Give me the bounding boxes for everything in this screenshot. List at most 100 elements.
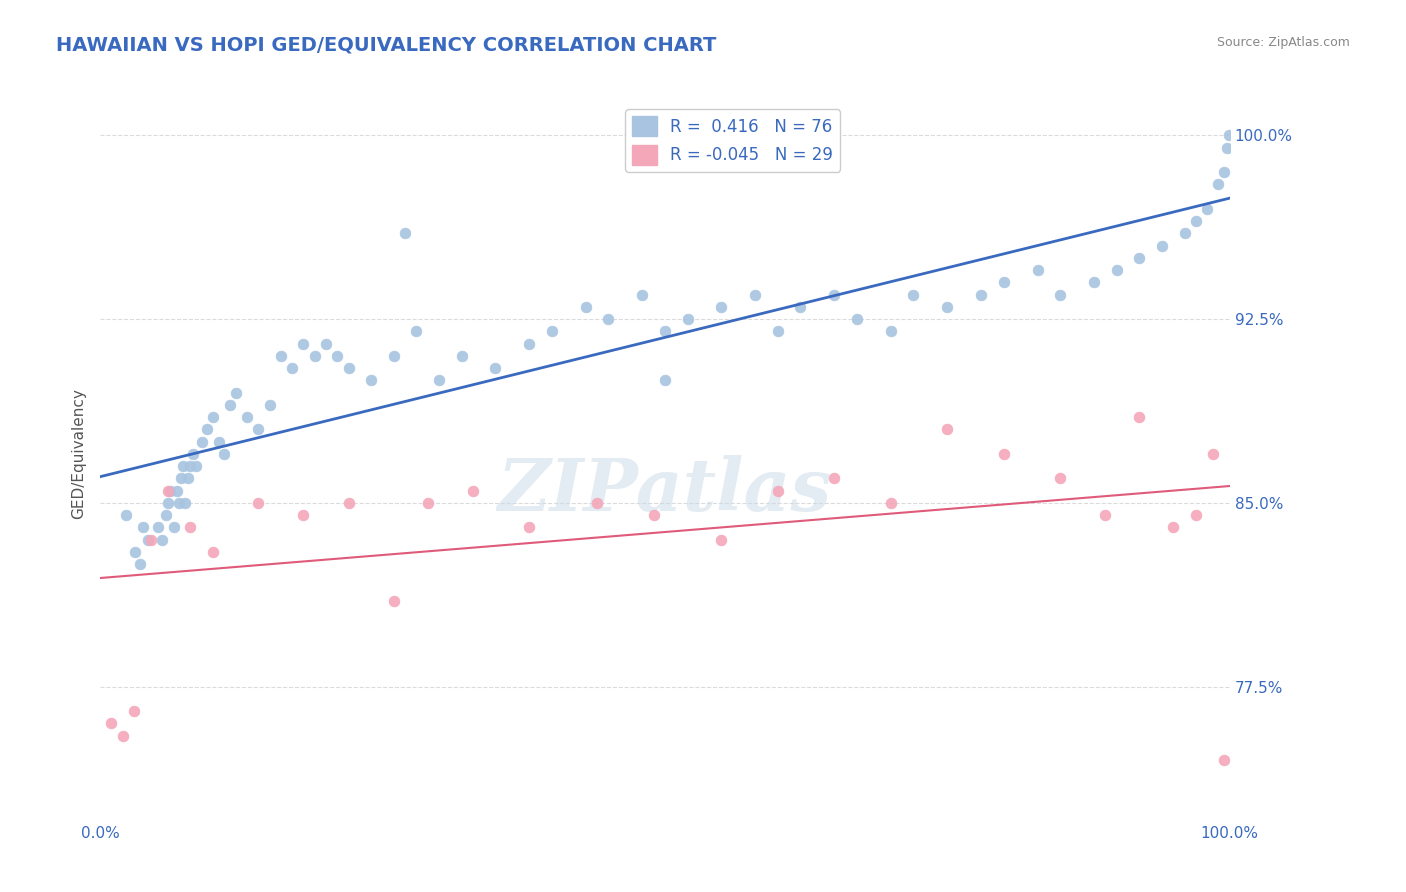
Point xyxy=(598,312,620,326)
Y-axis label: GED/Equivalency: GED/Equivalency xyxy=(72,389,86,519)
Point xyxy=(789,300,811,314)
Point xyxy=(1049,287,1071,301)
Point xyxy=(880,496,903,510)
Point xyxy=(416,496,439,510)
Point xyxy=(1185,214,1208,228)
Legend: R =  0.416   N = 76, R = -0.045   N = 29: R = 0.416 N = 76, R = -0.045 N = 29 xyxy=(626,110,839,172)
Point xyxy=(146,520,169,534)
Point xyxy=(219,398,242,412)
Point xyxy=(156,483,179,498)
Point xyxy=(405,325,427,339)
Point xyxy=(1150,238,1173,252)
Point xyxy=(177,471,200,485)
Point xyxy=(281,361,304,376)
Point xyxy=(1213,165,1236,179)
Point xyxy=(643,508,665,523)
Point xyxy=(461,483,484,498)
Point xyxy=(394,227,416,241)
Point xyxy=(155,508,177,523)
Point xyxy=(676,312,699,326)
Point xyxy=(654,373,676,387)
Point xyxy=(247,496,270,510)
Point xyxy=(304,349,326,363)
Point xyxy=(1083,276,1105,290)
Point xyxy=(247,422,270,436)
Text: Source: ZipAtlas.com: Source: ZipAtlas.com xyxy=(1216,36,1350,49)
Point xyxy=(337,361,360,376)
Point xyxy=(111,729,134,743)
Point xyxy=(170,471,193,485)
Point xyxy=(519,520,541,534)
Point xyxy=(631,287,654,301)
Point xyxy=(1173,227,1195,241)
Point xyxy=(225,385,247,400)
Point xyxy=(166,483,188,498)
Point xyxy=(191,434,214,449)
Point xyxy=(139,533,162,547)
Point xyxy=(382,349,405,363)
Point xyxy=(1213,753,1236,767)
Point xyxy=(128,557,150,571)
Point xyxy=(122,704,145,718)
Point xyxy=(1049,471,1071,485)
Point xyxy=(100,716,122,731)
Text: ZIPatlas: ZIPatlas xyxy=(498,455,832,526)
Point xyxy=(270,349,292,363)
Point xyxy=(292,336,315,351)
Point xyxy=(903,287,925,301)
Point xyxy=(766,483,789,498)
Point xyxy=(326,349,349,363)
Point xyxy=(136,533,159,547)
Point xyxy=(179,520,201,534)
Point xyxy=(179,459,201,474)
Point xyxy=(575,300,598,314)
Point xyxy=(710,300,733,314)
Point xyxy=(202,545,225,559)
Point xyxy=(936,300,959,314)
Point xyxy=(292,508,315,523)
Point xyxy=(197,422,219,436)
Point xyxy=(208,434,231,449)
Point xyxy=(214,447,236,461)
Point xyxy=(382,594,405,608)
Point xyxy=(115,508,138,523)
Point xyxy=(993,447,1015,461)
Point xyxy=(132,520,155,534)
Point xyxy=(993,276,1015,290)
Point xyxy=(1208,178,1230,192)
Point xyxy=(654,325,676,339)
Point xyxy=(1026,263,1049,277)
Point xyxy=(360,373,382,387)
Point xyxy=(1197,202,1219,216)
Point xyxy=(845,312,868,326)
Point xyxy=(236,410,259,425)
Point xyxy=(1202,447,1225,461)
Point xyxy=(1216,140,1239,154)
Point xyxy=(156,496,179,510)
Point xyxy=(823,471,845,485)
Text: HAWAIIAN VS HOPI GED/EQUIVALENCY CORRELATION CHART: HAWAIIAN VS HOPI GED/EQUIVALENCY CORRELA… xyxy=(56,36,717,54)
Point xyxy=(167,496,190,510)
Point xyxy=(259,398,281,412)
Point xyxy=(337,496,360,510)
Point xyxy=(1161,520,1184,534)
Point xyxy=(744,287,766,301)
Point xyxy=(162,520,184,534)
Point xyxy=(823,287,845,301)
Point xyxy=(202,410,225,425)
Point xyxy=(766,325,789,339)
Point xyxy=(124,545,146,559)
Point xyxy=(186,459,208,474)
Point xyxy=(586,496,609,510)
Point xyxy=(450,349,472,363)
Point xyxy=(1128,251,1150,265)
Point xyxy=(1105,263,1128,277)
Point xyxy=(181,447,204,461)
Point xyxy=(970,287,993,301)
Point xyxy=(1128,410,1150,425)
Point xyxy=(159,483,181,498)
Point xyxy=(1094,508,1116,523)
Point xyxy=(710,533,733,547)
Point xyxy=(519,336,541,351)
Point xyxy=(315,336,337,351)
